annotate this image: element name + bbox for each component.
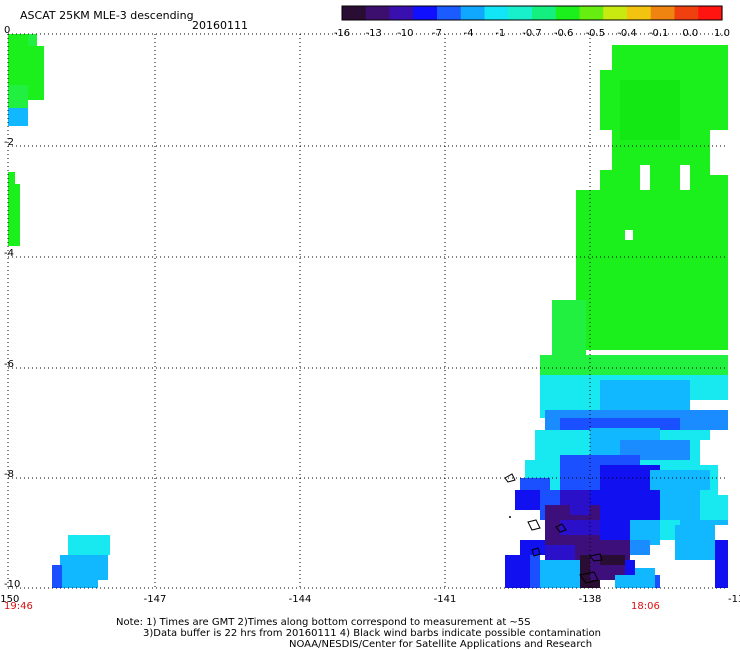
colorbar-tick-label: 0.0 [682,28,698,39]
data-cell [570,495,590,515]
data-cell [8,85,28,108]
data-cell [600,130,612,170]
data-cell [620,80,680,140]
colorbar-tick-label: -16 [334,28,350,39]
data-cell [60,555,108,580]
x-tick-label: -13 [728,594,740,605]
data-cell [540,560,580,588]
data-cell [600,380,690,410]
data-cell [625,560,635,585]
data-cell [600,490,660,520]
data-cell [586,300,728,350]
time-right-label: 18:06 [631,601,660,612]
y-tick-label: -4 [4,248,14,259]
colorbar-swatch [603,6,628,20]
colorbar-tick-label: -10 [397,28,413,39]
colorbar-swatch [342,6,367,20]
colorbar-tick-label: -13 [365,28,381,39]
coastline [504,473,516,483]
data-cell [700,440,718,465]
colorbar-swatch [555,6,581,20]
coastline [589,553,603,562]
data-cell [552,300,586,355]
colorbar-swatch [413,6,438,20]
colorbar-swatch [437,6,462,20]
y-tick-label: -6 [4,359,14,370]
coastline [531,547,541,557]
colorbar-swatch [508,6,533,20]
data-cell [545,545,575,560]
coastline [579,571,599,584]
data-cell [28,34,37,46]
x-tick-label: -147 [144,594,167,605]
data-cell [625,230,633,240]
data-cell [655,575,660,588]
data-cell [612,45,728,70]
data-cell [600,555,625,565]
colorbar-swatch [674,6,699,20]
y-tick-label: -2 [4,137,14,148]
data-cell [680,165,690,190]
colorbar-tick-label: 1.0 [714,28,730,39]
colorbar-swatch [532,6,557,20]
data-cell [62,580,98,588]
colorbar-swatch [484,6,509,20]
coastline [509,516,511,518]
x-tick-label: -144 [289,594,312,605]
colorbar-swatch [650,6,676,20]
data-cell [8,172,15,184]
coastline [527,519,541,531]
data-cell [600,520,630,540]
colorbar-swatch [365,6,391,20]
colorbar-swatch [698,6,723,20]
colorbar-tick-label: -0.4 [617,28,637,39]
figure-date: 20160111 [192,19,248,32]
colorbar-swatch [460,6,486,20]
data-cell [576,190,728,300]
data-cell [630,540,650,555]
colorbar-tick-label: -0.6 [554,28,574,39]
y-tick-label: 0 [4,25,10,36]
note-line-2: 3)Data buffer is 22 hrs from 20160111 4)… [143,628,601,639]
x-tick-label: -150 [0,594,19,605]
note-line-3: NOAA/NESDIS/Center for Satellite Applica… [289,639,593,650]
data-cell [715,540,728,588]
colorbar-swatch [389,6,414,20]
data-cell [718,435,728,495]
colorbar-tick-label: -0.5 [586,28,606,39]
x-tick-label: -141 [434,594,457,605]
x-tick-label: -138 [579,594,602,605]
colorbar-tick-label: -0.1 [649,28,669,39]
time-left-label: 19:46 [4,601,33,612]
data-cell [505,555,530,588]
note-line-1: Note: 1) Times are GMT 2)Times along bot… [116,617,531,628]
y-tick-label: -10 [4,579,20,590]
data-cell [640,165,650,190]
data-cell [68,535,110,555]
coastline [555,523,567,533]
y-tick-label: -8 [4,469,14,480]
colorbar-frame [341,5,723,21]
data-cell [615,575,655,588]
data-cell [560,520,600,535]
data-cell [8,184,20,246]
data-cell [710,130,728,175]
colorbar-swatch [579,6,604,20]
colorbar-swatch [627,6,652,20]
data-cell [28,46,44,100]
data-cell [52,565,62,588]
data-cell [530,555,540,588]
figure-title: ASCAT 25KM MLE-3 descending [20,9,194,22]
data-cell [675,525,715,560]
data-cell [8,108,28,126]
data-cell [540,355,728,375]
